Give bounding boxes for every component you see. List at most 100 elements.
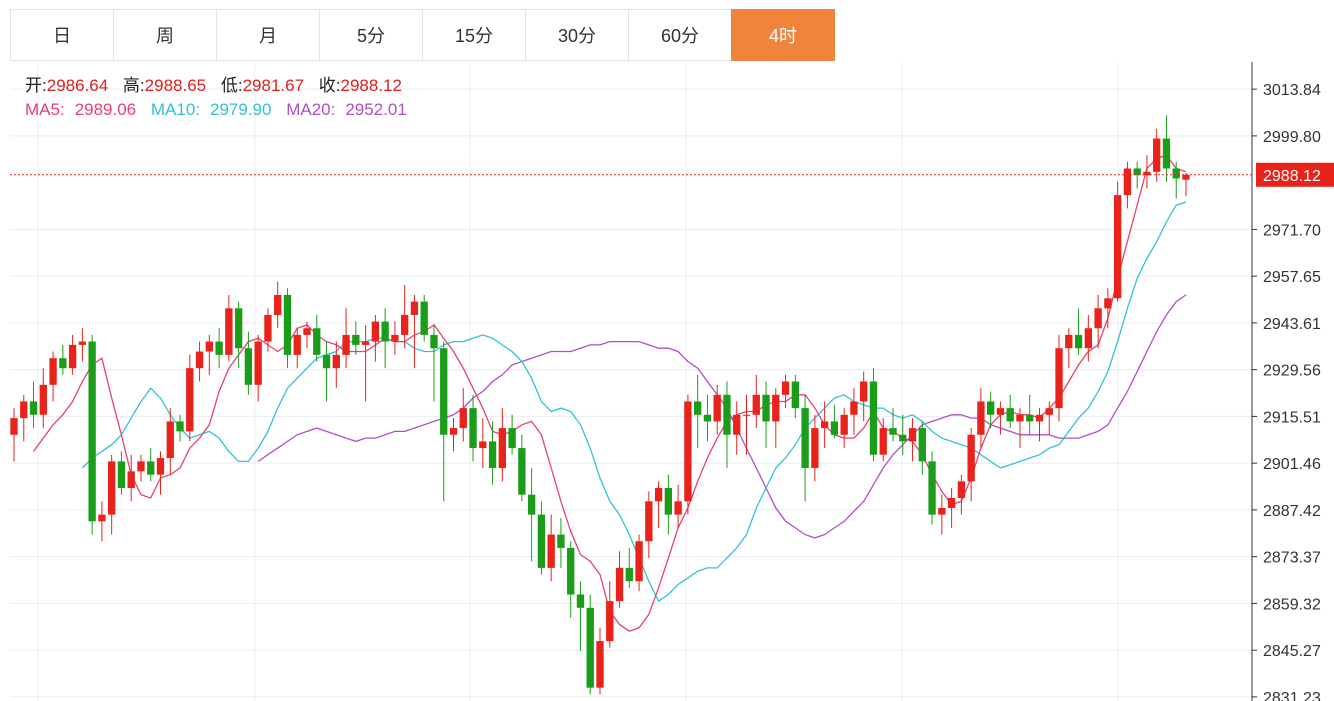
candle-96 — [947, 488, 956, 528]
high-value: 2988.65 — [144, 76, 207, 95]
candle-body-9 — [98, 514, 106, 522]
candle-6 — [68, 334, 77, 375]
candle-body-0 — [10, 418, 18, 435]
candle-103 — [1016, 408, 1024, 449]
candle-90 — [889, 408, 897, 442]
candle-body-72 — [713, 394, 721, 422]
candle-body-8 — [88, 341, 96, 522]
tab-6[interactable]: 60分 — [628, 9, 732, 61]
candle-body-19 — [195, 351, 204, 369]
candle-33 — [332, 341, 340, 389]
candle-body-91 — [899, 434, 907, 442]
candle-body-71 — [703, 414, 712, 422]
candle-74 — [733, 401, 741, 455]
candle-20 — [205, 334, 213, 375]
candle-body-11 — [117, 461, 126, 488]
candle-body-99 — [977, 401, 985, 435]
candle-body-31 — [313, 328, 321, 355]
tab-4[interactable]: 15分 — [422, 9, 526, 61]
candle-73 — [723, 381, 731, 469]
y-tick-label-2: 2971.70 — [1263, 222, 1321, 239]
candle-69 — [684, 394, 692, 515]
candle-97 — [957, 474, 966, 515]
y-tick-label-7: 2901.46 — [1263, 456, 1321, 473]
candle-body-62 — [615, 567, 624, 602]
candle-body-69 — [684, 401, 692, 502]
candle-120 — [1182, 172, 1190, 197]
candle-53 — [527, 468, 536, 562]
candle-32 — [322, 341, 331, 402]
ma20-line — [257, 294, 1187, 539]
candle-body-101 — [996, 408, 1005, 415]
candle-body-55 — [547, 534, 555, 568]
candle-99 — [977, 388, 985, 449]
tab-7[interactable]: 4时 — [731, 9, 835, 61]
candle-82 — [811, 414, 819, 482]
ohlc-row: 开:2986.64 高:2988.65 低:2981.67 收:2988.12 — [25, 74, 417, 98]
candle-body-4 — [49, 358, 57, 385]
price-axis: 3013.84 2999.80 2971.70 2957.65 2943.61 2929.… — [10, 62, 1334, 701]
candle-body-84 — [830, 421, 839, 435]
candle-61 — [606, 581, 614, 648]
candle-body-90 — [889, 428, 897, 435]
candle-body-94 — [928, 461, 936, 515]
candle-95 — [938, 494, 946, 535]
candle-body-83 — [820, 421, 829, 429]
candle-body-44 — [440, 348, 448, 435]
candle-body-40 — [401, 314, 409, 335]
candle-body-79 — [781, 381, 790, 395]
tab-0[interactable]: 日 — [10, 9, 114, 61]
candle-76 — [752, 374, 760, 429]
candle-body-106 — [1045, 408, 1053, 415]
candle-body-56 — [557, 534, 565, 548]
tab-2[interactable]: 月 — [216, 9, 320, 61]
candle-body-68 — [674, 501, 682, 515]
last-price-badge — [1256, 162, 1334, 187]
candle-16 — [166, 408, 174, 475]
y-tick-label-6: 2915.51 — [1263, 409, 1321, 426]
candle-body-16 — [166, 421, 174, 459]
candle-body-10 — [108, 461, 116, 515]
tab-5[interactable]: 30分 — [525, 9, 629, 61]
y-tick-label-11: 2845.27 — [1263, 643, 1321, 660]
candle-body-120 — [1182, 174, 1190, 180]
candle-body-13 — [137, 461, 145, 472]
tab-1[interactable]: 周 — [113, 9, 217, 61]
candle-body-29 — [293, 334, 301, 355]
candle-29 — [293, 328, 301, 369]
candle-body-22 — [225, 308, 233, 355]
candle-36 — [361, 324, 370, 402]
candle-13 — [137, 454, 145, 482]
candle-body-104 — [1026, 414, 1034, 422]
tab-3[interactable]: 5分 — [319, 9, 423, 61]
close-label: 收: — [318, 76, 341, 95]
candle-75 — [742, 394, 751, 455]
candle-42 — [420, 294, 428, 342]
candle-body-105 — [1035, 414, 1044, 422]
y-tick-label-12: 2831.23 — [1263, 690, 1321, 701]
candle-body-81 — [801, 408, 809, 469]
candle-116 — [1143, 155, 1151, 189]
candle-27 — [274, 281, 282, 329]
candle-body-20 — [205, 341, 213, 352]
y-tick-label-1: 2999.80 — [1263, 129, 1321, 146]
y-tick-label-10: 2859.32 — [1263, 596, 1321, 613]
candle-50 — [498, 408, 506, 482]
candle-91 — [899, 414, 907, 455]
candle-117 — [1153, 128, 1161, 182]
candle-106 — [1045, 401, 1053, 435]
candle-body-38 — [381, 321, 389, 342]
open-label: 开: — [25, 76, 47, 95]
candle-56 — [557, 517, 565, 568]
candle-body-27 — [274, 294, 282, 315]
candle-body-30 — [303, 328, 311, 335]
y-tick-label-3: 2957.65 — [1263, 269, 1321, 286]
candle-64 — [635, 534, 643, 592]
candle-107 — [1055, 334, 1063, 422]
candle-body-24 — [244, 348, 253, 385]
candle-body-74 — [733, 414, 741, 435]
candle-25 — [254, 334, 262, 402]
y-tick-label-9: 2873.37 — [1263, 550, 1321, 567]
candle-body-112 — [1104, 298, 1112, 309]
candle-body-82 — [811, 428, 819, 469]
